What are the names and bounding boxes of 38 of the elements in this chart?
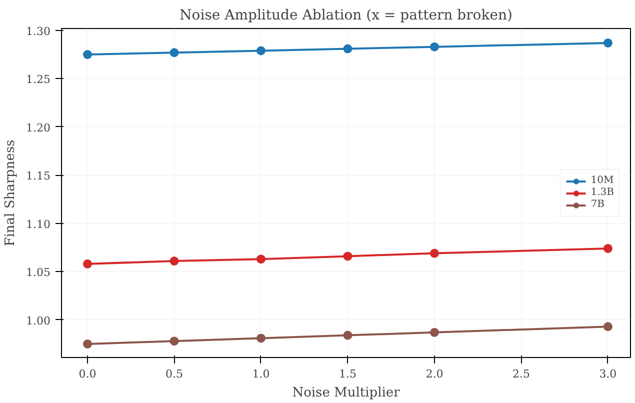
point — [170, 336, 179, 346]
x-tick-label: 3.0 — [599, 368, 617, 380]
point — [430, 328, 439, 337]
x-tick-label: 2.5 — [512, 368, 530, 380]
legend-label: 10M — [590, 174, 614, 186]
point — [343, 44, 352, 54]
x-tick-label: 2.0 — [426, 368, 444, 380]
legend-label: 1.3B — [590, 186, 614, 198]
point — [343, 330, 352, 340]
y-tick-label: 1.05 — [26, 266, 51, 280]
point — [170, 48, 179, 58]
y-tick-label: 1.10 — [26, 218, 51, 231]
point — [256, 254, 266, 264]
y-axis-title: Final Sharpness — [3, 140, 18, 246]
point — [603, 322, 612, 332]
x-tick-label: 0.0 — [78, 368, 96, 380]
y-tick-label: 1.20 — [26, 121, 51, 134]
point — [256, 46, 266, 56]
chart-title: Noise Amplitude Ablation (x = pattern broken) — [180, 8, 512, 24]
x-tick-label: 0.5 — [166, 368, 184, 380]
y-tick-label: 1.15 — [26, 170, 51, 183]
point — [343, 252, 352, 261]
x-tick-label: 1.0 — [252, 368, 270, 380]
point — [83, 50, 92, 60]
y-tick-label: 1.25 — [26, 73, 51, 86]
y-tick-label: 1.30 — [26, 24, 51, 38]
x-tick-label: 1.5 — [338, 368, 356, 380]
point — [603, 244, 612, 253]
point — [170, 256, 179, 266]
legend-label: 7B — [590, 198, 606, 210]
point — [430, 248, 439, 258]
point — [83, 340, 92, 348]
point — [256, 334, 266, 343]
x-axis-title: Noise Multiplier — [292, 386, 401, 400]
point — [603, 38, 612, 48]
point — [83, 259, 92, 268]
y-tick-label: 1.00 — [26, 314, 51, 328]
point — [430, 42, 439, 52]
